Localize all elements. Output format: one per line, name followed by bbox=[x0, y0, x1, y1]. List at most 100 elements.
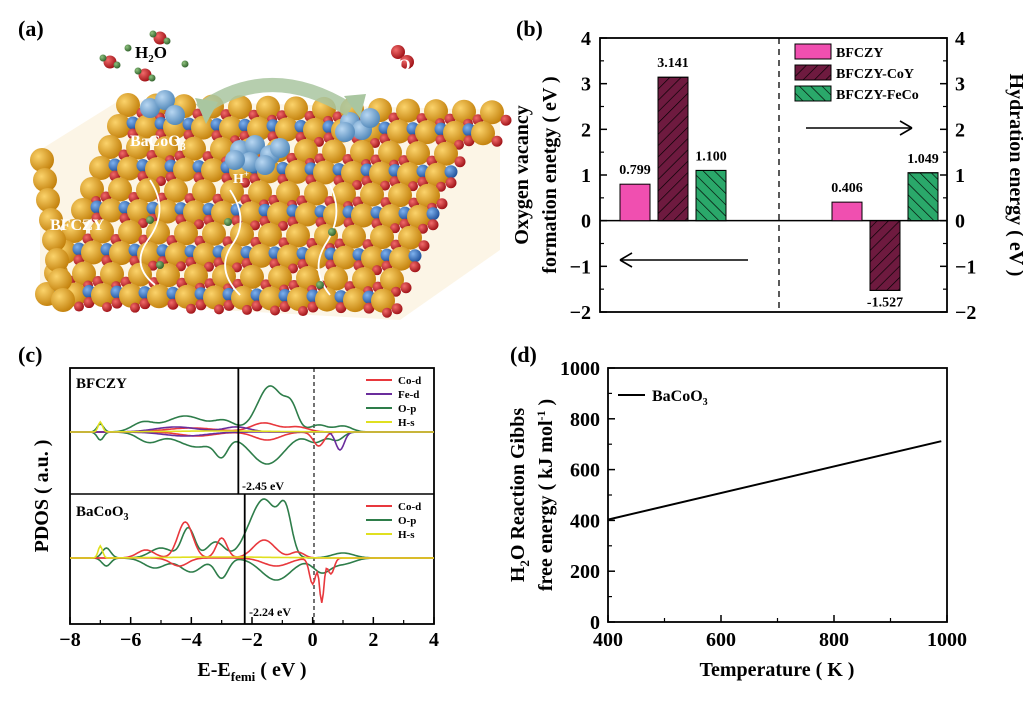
ba-atom bbox=[379, 204, 403, 229]
ba-atom bbox=[304, 181, 328, 206]
ba-atom bbox=[275, 117, 299, 142]
o-atom bbox=[372, 265, 382, 276]
ba-atom bbox=[305, 245, 329, 270]
ba-atom bbox=[256, 95, 280, 120]
b-right-tick-label: −1 bbox=[955, 256, 976, 278]
ba-atom bbox=[182, 136, 206, 161]
c-x-tick-label: −4 bbox=[181, 629, 202, 651]
bar-value-label: 0.799 bbox=[619, 163, 651, 178]
gas-molecules bbox=[99, 30, 414, 82]
ba-atom bbox=[416, 183, 440, 208]
ba-atom bbox=[434, 141, 458, 166]
proton-pathway bbox=[317, 184, 338, 296]
o-atom bbox=[204, 261, 214, 272]
ba-atom bbox=[285, 159, 309, 184]
o-atom bbox=[156, 176, 166, 187]
o-atom bbox=[370, 138, 380, 149]
ba-atom bbox=[258, 222, 282, 247]
o-atom bbox=[408, 181, 418, 192]
ba-atom bbox=[80, 177, 104, 201]
ba-atom bbox=[480, 100, 504, 125]
band-center-label-bfczy: -2.45 eV bbox=[242, 479, 284, 493]
plot-frame-d bbox=[607, 367, 948, 623]
proton bbox=[316, 281, 324, 289]
water-oxygen bbox=[153, 31, 167, 45]
ba-atom bbox=[380, 267, 404, 292]
ba-atom bbox=[98, 135, 122, 159]
ba-atom bbox=[277, 244, 301, 269]
panel-d-gibbs: 400 600 800 1000 0 200 400 600 800 1000 BaCoO3 Te… bbox=[507, 358, 967, 681]
arrow-head-left bbox=[195, 98, 218, 124]
o-atom bbox=[463, 135, 475, 147]
legend-swatch-hatch bbox=[794, 85, 832, 102]
ba-atom bbox=[267, 201, 291, 226]
o-atom bbox=[454, 156, 466, 168]
o-atom bbox=[491, 135, 503, 147]
o-atom bbox=[445, 177, 457, 189]
hydrogen-atom bbox=[181, 60, 189, 68]
ba-atom bbox=[294, 138, 318, 163]
ba-atom bbox=[72, 261, 96, 286]
o-atom bbox=[167, 298, 179, 310]
plot-frame-c bbox=[69, 367, 435, 625]
ba-atom bbox=[118, 220, 142, 245]
ba-atom bbox=[407, 204, 431, 229]
ba-atom bbox=[165, 242, 189, 267]
o-atom bbox=[391, 286, 401, 297]
ba-atom bbox=[183, 200, 207, 225]
pdos-legend-label: Co-d bbox=[398, 501, 421, 513]
water-oxygen bbox=[103, 55, 117, 69]
ba-atom bbox=[323, 203, 347, 228]
ba-atom bbox=[397, 162, 421, 187]
pdos-legend-label: H-s bbox=[398, 417, 415, 429]
b-ylabel-right: Hydration energy ( eV ) bbox=[1005, 74, 1023, 277]
bacoo3-cluster-atom bbox=[245, 135, 265, 155]
water-hydrogen bbox=[163, 37, 171, 45]
proton-pathway bbox=[224, 189, 242, 296]
ba-atom bbox=[259, 286, 283, 311]
bacoo3-cluster-atom bbox=[270, 138, 290, 158]
b-right-tick-label: 4 bbox=[955, 28, 965, 50]
pdos-legend-label: Fe-d bbox=[398, 389, 419, 401]
o-atom bbox=[102, 302, 112, 313]
o-atom bbox=[436, 181, 446, 192]
b-left-tick-label: −2 bbox=[570, 302, 591, 324]
ba-atom bbox=[324, 266, 348, 291]
ba-atom bbox=[173, 157, 197, 182]
ba-atom bbox=[128, 262, 152, 287]
c-x-tick-label: −2 bbox=[241, 629, 262, 651]
bar-value-label: 1.100 bbox=[695, 149, 727, 164]
b-right-tick-label: 1 bbox=[955, 165, 965, 187]
o-atom bbox=[250, 220, 260, 231]
c-x-tick-label: 4 bbox=[429, 629, 439, 651]
ba-atom bbox=[396, 98, 420, 123]
d-y-tick-label: 1000 bbox=[560, 358, 600, 380]
bfczy-label: BFCZY bbox=[50, 217, 105, 234]
d-x-tick-label: 600 bbox=[706, 629, 736, 651]
ba-atom bbox=[71, 198, 95, 222]
o-atom bbox=[223, 299, 235, 311]
o-atom bbox=[176, 261, 186, 272]
bacoo3-label: BaCoO3 bbox=[130, 133, 186, 153]
ba-atom bbox=[296, 266, 320, 291]
ba-atom bbox=[333, 245, 357, 270]
b-left-tick-label: 0 bbox=[581, 211, 591, 233]
ba-atom bbox=[284, 96, 308, 121]
h2o-label: H2O bbox=[135, 43, 167, 65]
ba-atom bbox=[360, 182, 384, 207]
ba-atom bbox=[219, 116, 243, 141]
b-left-tick-label: 4 bbox=[581, 28, 591, 50]
o-atom bbox=[454, 139, 464, 150]
o-atom bbox=[130, 302, 140, 313]
left-arrow-head bbox=[619, 252, 633, 268]
ba-atom bbox=[174, 221, 198, 246]
ba-atom-edge bbox=[48, 268, 72, 292]
bar-value-label: 0.406 bbox=[831, 181, 863, 196]
o-atom bbox=[400, 282, 412, 294]
ba-atom bbox=[156, 263, 180, 288]
o-atom bbox=[240, 177, 250, 188]
o-atom bbox=[314, 136, 324, 147]
panel-d-label: (d) bbox=[510, 342, 537, 367]
ba-atom bbox=[342, 224, 366, 249]
